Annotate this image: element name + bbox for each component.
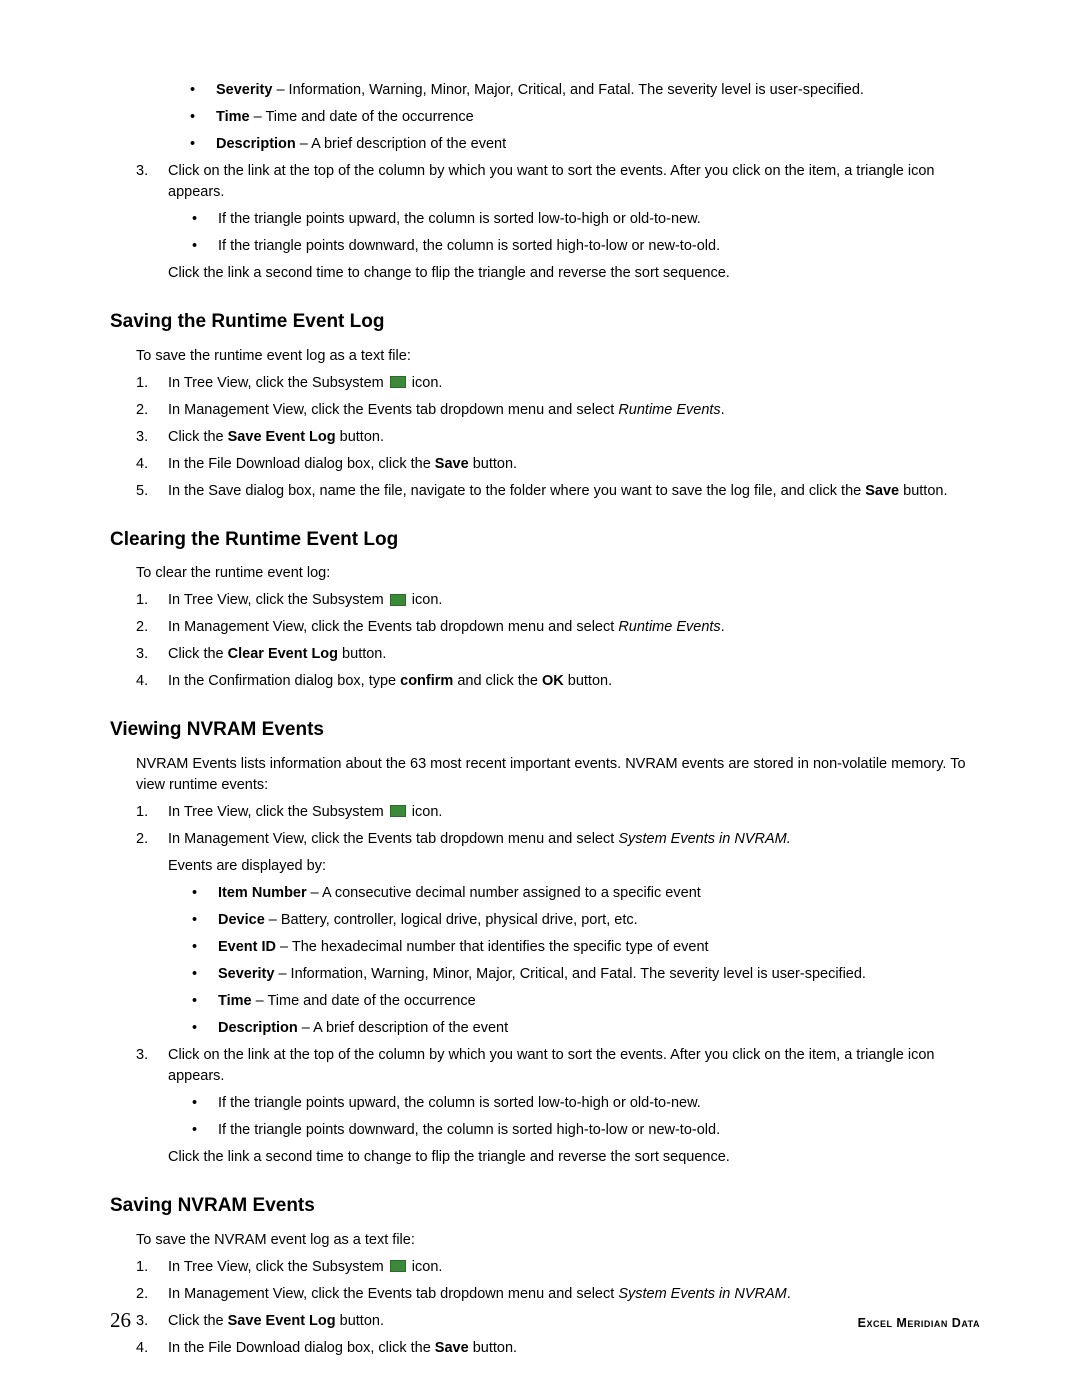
step-2: 2.In Management View, click the Events t…	[136, 829, 980, 1039]
step-text: Click on the link at the top of the colu…	[168, 1047, 934, 1084]
step-5: 5.In the Save dialog box, name the file,…	[136, 481, 980, 502]
list-item: Severity – Information, Warning, Minor, …	[192, 964, 980, 985]
heading-clearing-runtime: Clearing the Runtime Event Log	[110, 526, 980, 554]
list-item: Event ID – The hexadecimal number that i…	[192, 937, 980, 958]
list-item: Time – Time and date of the occurrence	[192, 991, 980, 1012]
intro-text: To clear the runtime event log:	[136, 563, 980, 584]
intro-text: NVRAM Events lists information about the…	[136, 754, 980, 796]
subsystem-icon	[390, 1260, 406, 1272]
page-footer: 26 Excel Meridian Data	[110, 1305, 980, 1335]
step-1: 1.In Tree View, click the Subsystem icon…	[136, 802, 980, 823]
step-3: 3.Click the Clear Event Log button.	[136, 644, 980, 665]
step-1: 1.In Tree View, click the Subsystem icon…	[136, 373, 980, 394]
heading-viewing-nvram: Viewing NVRAM Events	[110, 716, 980, 744]
subsystem-icon	[390, 376, 406, 388]
footer-brand: Excel Meridian Data	[858, 1314, 980, 1332]
heading-saving-nvram: Saving NVRAM Events	[110, 1192, 980, 1220]
list-item: If the triangle points downward, the col…	[192, 1120, 980, 1141]
step-4: 4.In the File Download dialog box, click…	[136, 1338, 980, 1359]
subsystem-icon	[390, 805, 406, 817]
heading-saving-runtime: Saving the Runtime Event Log	[110, 308, 980, 336]
sort-after-note: Click the link a second time to change t…	[168, 1147, 980, 1168]
list-item: Item Number – A consecutive decimal numb…	[192, 883, 980, 904]
list-item: Device – Battery, controller, logical dr…	[192, 910, 980, 931]
intro-text: To save the NVRAM event log as a text fi…	[136, 1230, 980, 1251]
sort-steps: 3. Click on the link at the top of the c…	[136, 161, 980, 284]
saving-runtime-steps: 1.In Tree View, click the Subsystem icon…	[136, 373, 980, 502]
sort-after-note: Click the link a second time to change t…	[168, 263, 980, 284]
list-item: If the triangle points upward, the colum…	[192, 1093, 980, 1114]
triangle-notes: If the triangle points upward, the colum…	[192, 209, 980, 257]
triangle-notes: If the triangle points upward, the colum…	[192, 1093, 980, 1141]
step-2: 2.In Management View, click the Events t…	[136, 617, 980, 638]
list-item: Time – Time and date of the occurrence	[190, 107, 980, 128]
page-number: 26	[110, 1305, 131, 1335]
step-2: 2.In Management View, click the Events t…	[136, 400, 980, 421]
list-item: Description – A brief description of the…	[192, 1018, 980, 1039]
intro-text: To save the runtime event log as a text …	[136, 346, 980, 367]
event-field-list-top: Severity – Information, Warning, Minor, …	[190, 80, 980, 155]
step-3: 3. Click on the link at the top of the c…	[136, 1045, 980, 1168]
step-1: 1.In Tree View, click the Subsystem icon…	[136, 1257, 980, 1278]
events-displayed-note: Events are displayed by:	[168, 856, 980, 877]
step-text: Click on the link at the top of the colu…	[168, 163, 934, 200]
list-item: Severity – Information, Warning, Minor, …	[190, 80, 980, 101]
step-1: 1.In Tree View, click the Subsystem icon…	[136, 590, 980, 611]
clearing-runtime-steps: 1.In Tree View, click the Subsystem icon…	[136, 590, 980, 692]
step-4: 4.In the File Download dialog box, click…	[136, 454, 980, 475]
list-item: If the triangle points downward, the col…	[192, 236, 980, 257]
list-item: Description – A brief description of the…	[190, 134, 980, 155]
step-3: 3. Click on the link at the top of the c…	[136, 161, 980, 284]
list-item: If the triangle points upward, the colum…	[192, 209, 980, 230]
viewing-nvram-steps: 1.In Tree View, click the Subsystem icon…	[136, 802, 980, 1168]
step-2: 2.In Management View, click the Events t…	[136, 1284, 980, 1305]
subsystem-icon	[390, 594, 406, 606]
step-4: 4.In the Confirmation dialog box, type c…	[136, 671, 980, 692]
step-3: 3.Click the Save Event Log button.	[136, 427, 980, 448]
nvram-field-list: Item Number – A consecutive decimal numb…	[192, 883, 980, 1039]
